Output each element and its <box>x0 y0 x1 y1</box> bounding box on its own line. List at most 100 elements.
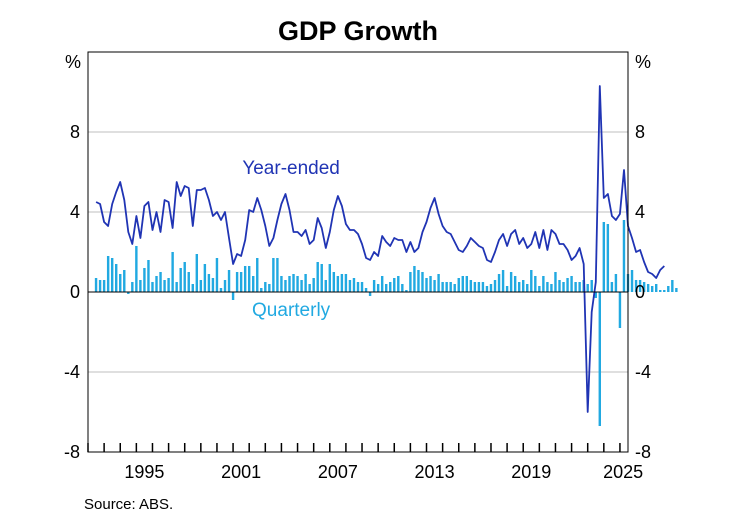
quarterly-bar <box>159 272 162 292</box>
quarterly-bar <box>256 258 259 292</box>
quarterly-bar <box>663 290 666 292</box>
annotation-year_ended: Year-ended <box>242 158 340 179</box>
quarterly-bar <box>465 276 469 292</box>
quarterly-bar <box>276 258 279 292</box>
quarterly-bar <box>364 288 368 292</box>
quarterly-bar <box>570 276 573 292</box>
quarterly-bar <box>243 266 247 292</box>
quarterly-bar <box>409 272 412 292</box>
quarterly-bar <box>207 274 211 292</box>
quarterly-bar <box>505 286 509 292</box>
quarterly-bar <box>437 274 440 292</box>
quarterly-bar <box>252 276 255 292</box>
quarterly-bar <box>264 282 267 292</box>
left-axis-unit: % <box>65 52 81 72</box>
quarterly-bar <box>671 280 674 292</box>
quarterly-bar <box>385 284 388 292</box>
quarterly-bar <box>401 284 404 292</box>
quarterly-bar <box>175 282 178 292</box>
gridlines <box>88 131 628 373</box>
right-axis-unit: % <box>635 52 651 72</box>
quarterly-bar <box>328 264 331 292</box>
quarterly-bar <box>131 282 134 292</box>
quarterly-bar <box>380 276 384 292</box>
quarterly-bar <box>489 284 493 292</box>
quarterly-bar <box>421 272 424 292</box>
quarterly-bar <box>574 282 577 292</box>
quarterly-bar <box>638 280 642 292</box>
quarterly-bar <box>667 286 670 292</box>
quarterly-bar <box>292 274 295 292</box>
quarterly-bar <box>223 280 227 292</box>
quarterly-bar <box>675 288 678 292</box>
quarterly-bar <box>445 282 448 292</box>
quarterly-bar <box>534 276 537 292</box>
quarterly-bar <box>360 282 364 292</box>
quarterly-bar <box>389 282 392 292</box>
quarterly-bar <box>308 284 311 292</box>
quarterly-bar <box>300 280 303 292</box>
quarterly-bar <box>558 280 561 292</box>
quarterly-bar <box>316 262 319 292</box>
y-tick-left-8: 8 <box>70 122 80 142</box>
quarterly-bar <box>155 276 158 292</box>
quarterly-bar <box>143 268 146 292</box>
chart-title: GDP Growth <box>278 16 438 46</box>
source-note: Source: ABS. <box>84 496 173 513</box>
quarterly-bar <box>477 282 481 292</box>
quarterly-bar <box>348 280 352 292</box>
quarterly-bar <box>485 286 489 292</box>
quarterly-bar <box>288 276 291 292</box>
quarterly-bar <box>513 276 517 292</box>
quarterly-bar <box>606 224 610 292</box>
quarterly-bar <box>417 270 420 292</box>
quarterly-bar <box>272 258 275 292</box>
quarterly-bar <box>441 282 444 292</box>
x-tick-label-1995: 1995 <box>124 462 164 482</box>
quarterly-bar <box>642 282 646 292</box>
quarterly-bar <box>397 276 400 292</box>
quarterly-bar <box>590 280 593 292</box>
y-tick-left--4: -4 <box>64 362 80 382</box>
x-tick-label-2007: 2007 <box>318 462 358 482</box>
x-tick-label-2025: 2025 <box>603 462 643 482</box>
quarterly-bar <box>522 280 525 292</box>
quarterly-bar <box>526 284 529 292</box>
x-tick-label-2019: 2019 <box>511 462 551 482</box>
quarterly-bar <box>618 292 622 328</box>
quarterly-bar <box>646 284 650 292</box>
quarterly-bar <box>469 280 473 292</box>
quarterly-bar <box>352 278 356 292</box>
quarterly-bar <box>167 278 170 292</box>
plot-frame <box>87 51 629 453</box>
quarterly-bar <box>296 276 299 292</box>
quarterly-bar <box>280 276 283 292</box>
quarterly-bar <box>562 282 565 292</box>
quarterly-bar <box>215 258 219 292</box>
quarterly-bar <box>453 284 456 292</box>
quarterly-bar <box>393 278 396 292</box>
quarterly-bar <box>598 292 601 426</box>
quarterly-bar <box>630 270 634 292</box>
quarterly-bar <box>602 222 606 292</box>
quarterly-bar <box>227 270 231 292</box>
quarterly-bar <box>106 256 110 292</box>
quarterly-bar <box>203 264 207 292</box>
quarterly-bar <box>231 292 235 300</box>
year-ended-line <box>95 85 665 413</box>
quarterly-bar <box>135 246 138 292</box>
y-tick-left-4: 4 <box>70 202 80 222</box>
y-tick-right--8: -8 <box>635 442 651 462</box>
quarterly-bar <box>199 280 203 292</box>
quarterly-bar <box>179 268 182 292</box>
quarterly-bar <box>433 280 436 292</box>
quarterly-bar <box>151 282 154 292</box>
quarterly-bar <box>260 288 263 292</box>
quarterly-bar <box>493 280 497 292</box>
y-tick-right-4: 4 <box>635 202 645 222</box>
x-tick-label-2013: 2013 <box>415 462 455 482</box>
quarterly-bar <box>449 282 452 292</box>
quarterly-bars <box>94 220 678 426</box>
annotation-quarterly: Quarterly <box>252 300 331 321</box>
quarterly-bar <box>239 272 243 292</box>
